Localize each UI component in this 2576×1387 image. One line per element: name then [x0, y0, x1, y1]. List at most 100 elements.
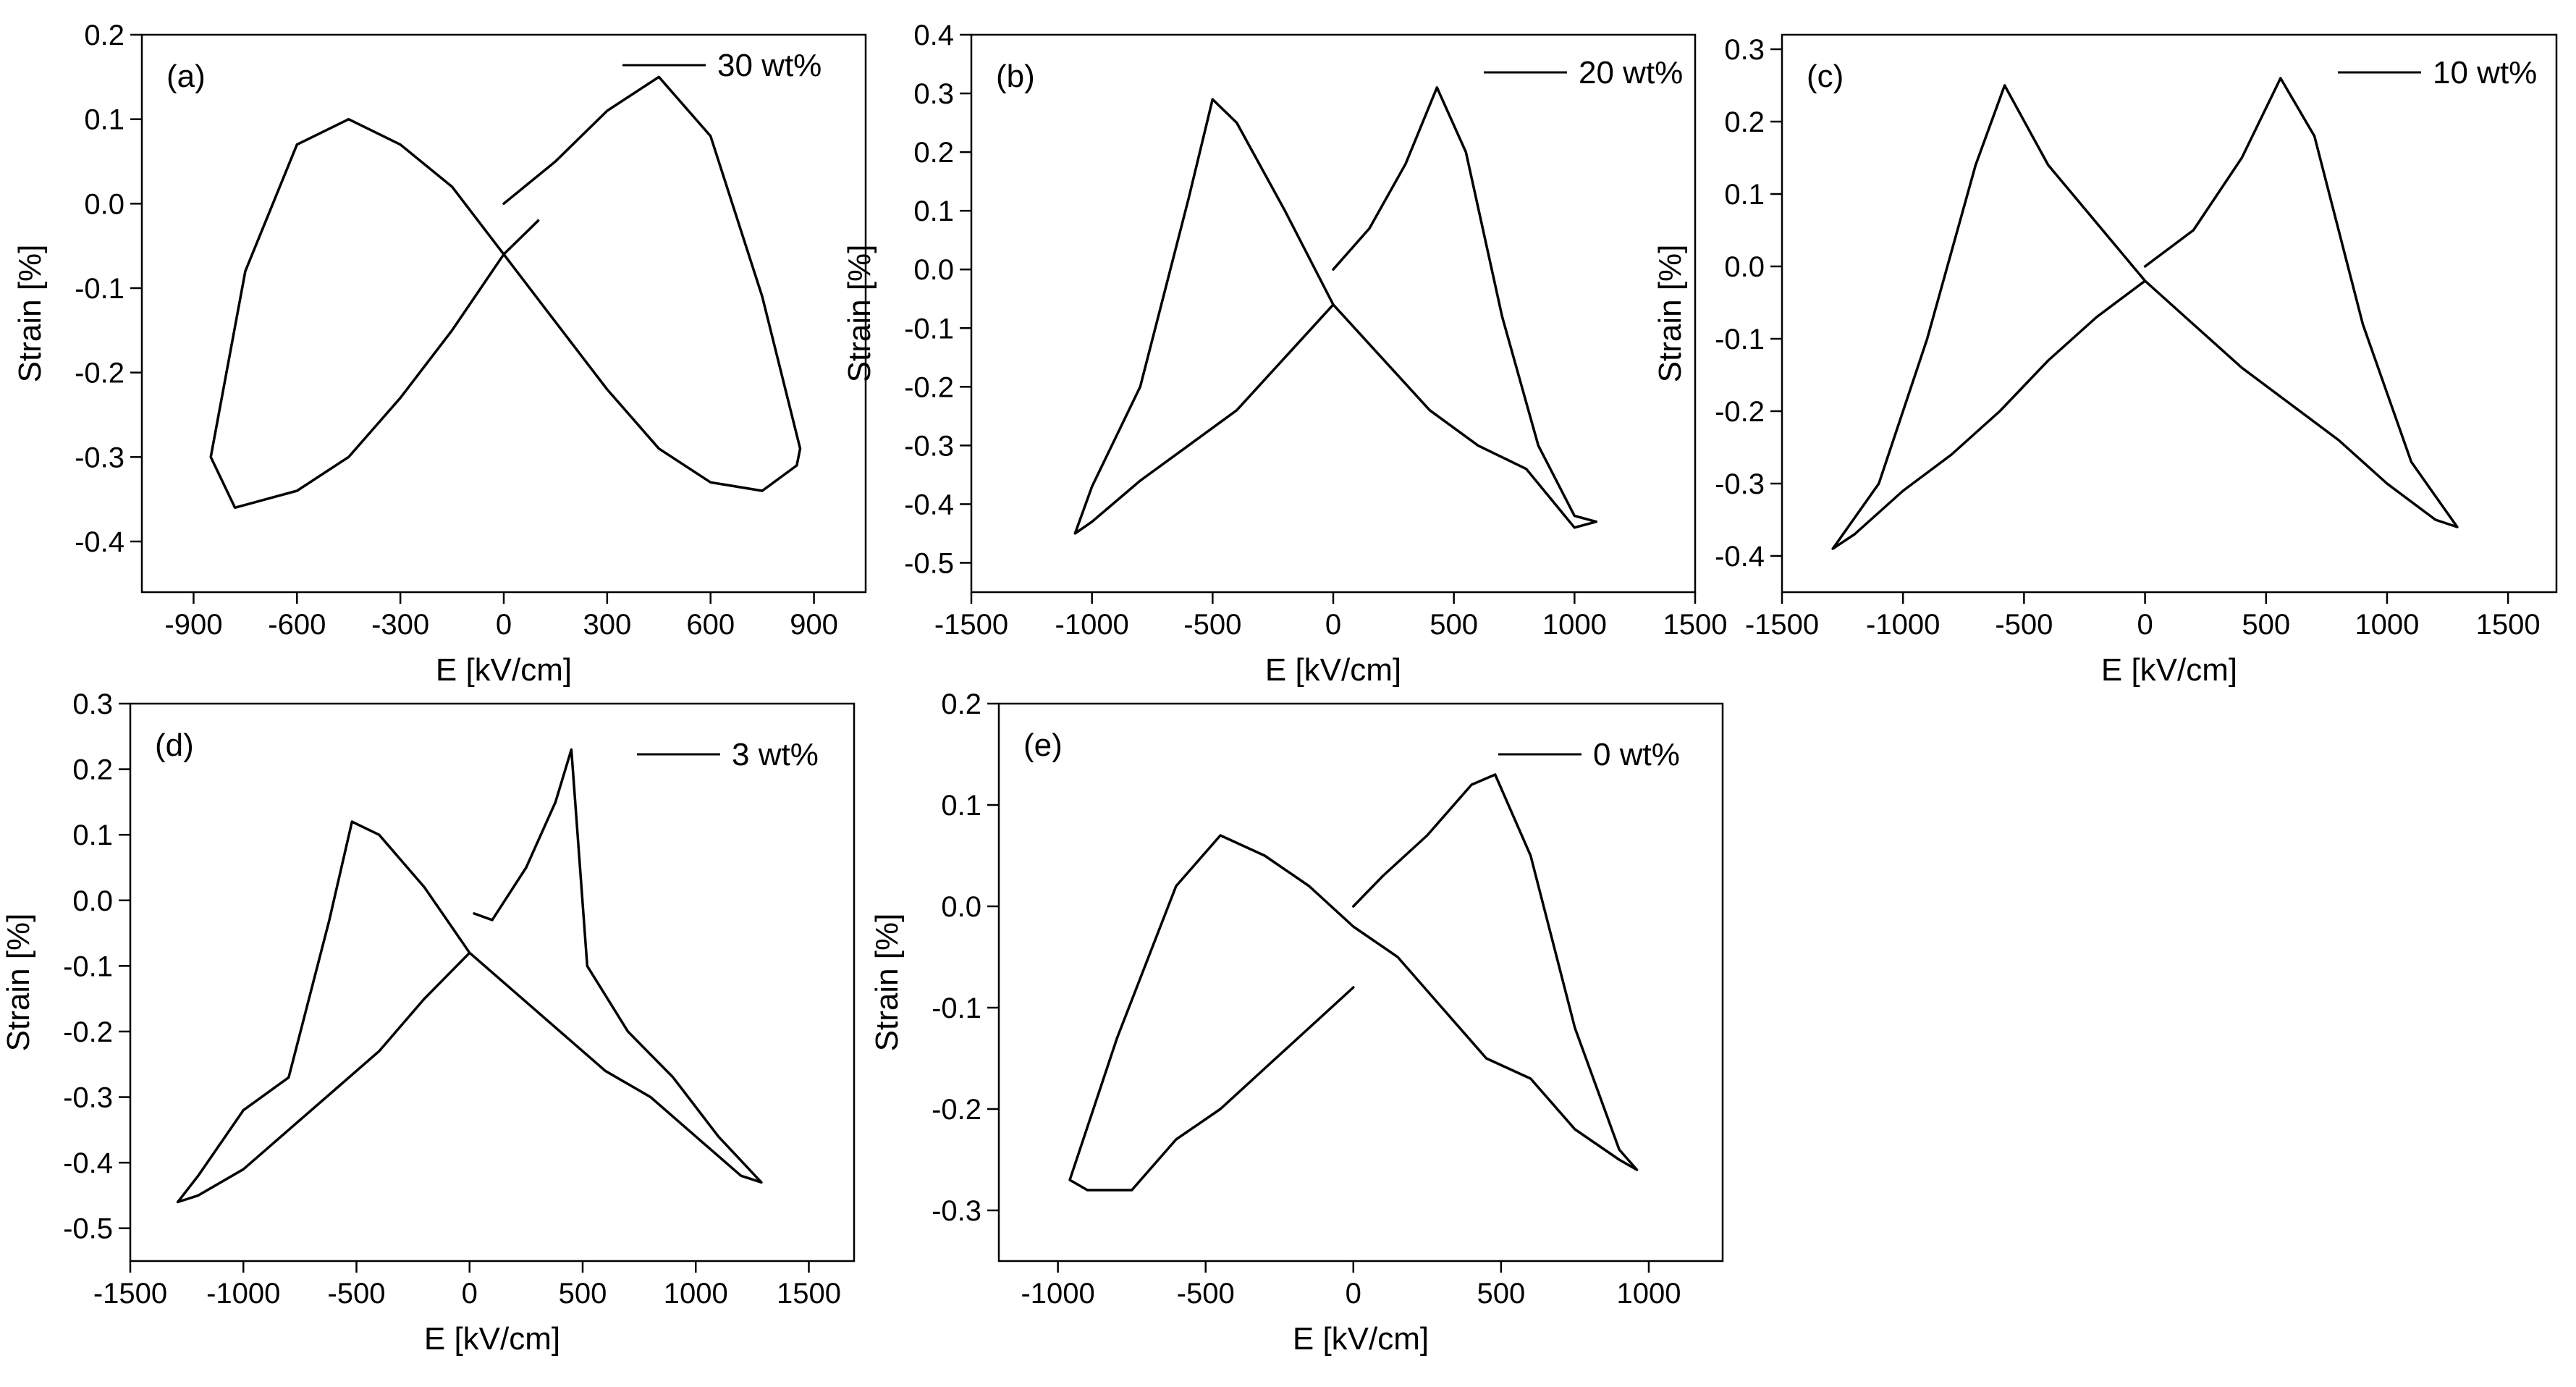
legend-text: 0 wt%	[1593, 737, 1680, 772]
x-tick-label: -300	[371, 609, 429, 641]
y-tick-label: 0.3	[1724, 34, 1765, 66]
x-tick-label: 1500	[1663, 609, 1728, 641]
x-tick-label: -600	[268, 609, 326, 641]
x-axis-label: E [kV/cm]	[1293, 1321, 1429, 1357]
x-tick-label: 1500	[777, 1278, 841, 1310]
y-tick-label: 0.2	[72, 754, 113, 786]
y-tick-label: -0.3	[63, 1082, 113, 1114]
y-tick-label: 0.2	[1724, 106, 1765, 138]
x-axis-label: E [kV/cm]	[2101, 652, 2237, 688]
y-axis-label: Strain [%]	[12, 245, 48, 383]
x-tick-label: -500	[327, 1278, 385, 1310]
y-tick-label: 0.0	[1724, 251, 1765, 283]
y-axis-label: Strain [%]	[1652, 245, 1688, 383]
panel-e: -1000 -500 0 500 1000 0.2 0.1 0.0 -0.1 -0.2 -0.3 E …	[869, 688, 1724, 1357]
y-tick-label: -0.2	[904, 371, 954, 403]
y-tick-label: 0.2	[941, 688, 981, 720]
x-tick-label: -1500	[93, 1278, 167, 1310]
x-tick-label: -1000	[1021, 1278, 1094, 1310]
x-tick-label: 1000	[1616, 1278, 1681, 1310]
x-tick-label: -1000	[206, 1278, 280, 1310]
x-tick-label: 1000	[1542, 609, 1607, 641]
panel-label: (e)	[1023, 728, 1063, 763]
x-tick-label: 0	[496, 609, 512, 641]
x-tick-label: -500	[1177, 1278, 1235, 1310]
x-tick-label: -500	[1183, 609, 1241, 641]
x-tick-label: 900	[790, 609, 838, 641]
y-tick-label: 0.1	[913, 195, 954, 227]
y-tick-label: -0.4	[63, 1147, 113, 1179]
x-tick-label: 500	[1477, 1278, 1526, 1310]
x-tick-label: 1500	[2476, 609, 2541, 641]
series-line-e	[1068, 773, 1639, 1192]
y-tick-label: -0.3	[1715, 468, 1765, 500]
y-axis-label: Strain [%]	[1, 914, 36, 1052]
y-tick-label: 0.1	[84, 104, 124, 136]
y-tick-label: 0.2	[84, 20, 124, 51]
x-tick-label: -1000	[1055, 609, 1129, 641]
series-line-d	[176, 748, 763, 1204]
panel-b: -1500 -1000 -500 0 500 1000 1500 0.4 0.3 0.2 0.1 0.…	[842, 20, 1727, 688]
x-axis-label: E [kV/cm]	[424, 1321, 560, 1357]
y-tick-label: 0.1	[72, 819, 113, 851]
y-tick-label: -0.1	[1715, 324, 1765, 355]
y-tick-label: -0.2	[932, 1094, 981, 1126]
series-line-c	[1831, 77, 2459, 550]
y-tick-label: 0.3	[913, 78, 954, 110]
panel-label: (b)	[996, 59, 1035, 94]
y-tick-label: 0.3	[72, 688, 113, 720]
y-tick-label: 0.1	[941, 790, 981, 822]
y-tick-label: -0.2	[1715, 396, 1765, 428]
x-tick-label: 300	[583, 609, 631, 641]
y-tick-label: -0.5	[63, 1213, 113, 1245]
panel-label: (a)	[166, 59, 206, 94]
x-tick-label: 600	[686, 609, 735, 641]
x-tick-label: -500	[1995, 609, 2053, 641]
x-tick-label: 500	[2242, 609, 2290, 641]
x-tick-label: -1500	[1745, 609, 1819, 641]
legend-text: 30 wt%	[717, 48, 822, 83]
y-tick-label: -0.3	[904, 430, 954, 462]
x-tick-label: -900	[164, 609, 222, 641]
y-tick-label: -0.1	[932, 992, 981, 1024]
y-tick-label: -0.4	[1715, 541, 1765, 573]
series-line-a	[209, 75, 802, 510]
y-tick-label: 0.4	[913, 20, 954, 51]
legend-text: 20 wt%	[1579, 55, 1683, 90]
y-tick-label: -0.5	[904, 547, 954, 579]
y-tick-label: 0.0	[913, 254, 954, 286]
y-tick-label: -0.4	[904, 489, 954, 520]
y-axis-label: Strain [%]	[869, 914, 905, 1052]
x-tick-label: 0	[1346, 1278, 1361, 1310]
y-tick-label: 0.0	[72, 885, 113, 917]
y-tick-label: -0.2	[63, 1016, 113, 1048]
plot-frame	[1781, 33, 2558, 594]
panel-label: (c)	[1807, 59, 1844, 94]
y-tick-label: 0.0	[941, 891, 981, 923]
x-tick-label: 500	[559, 1278, 607, 1310]
x-tick-label: -1500	[934, 609, 1008, 641]
x-axis-label: E [kV/cm]	[436, 652, 572, 688]
x-tick-label: 0	[2137, 609, 2153, 641]
panel-label: (d)	[155, 728, 194, 763]
panel-c: -1500 -1000 -500 0 500 1000 1500 0.3 0.2 0.1 0.0 -0…	[1652, 33, 2558, 688]
y-tick-label: -0.3	[932, 1195, 981, 1227]
y-tick-label: 0.1	[1724, 179, 1765, 211]
y-tick-label: 0.0	[84, 188, 124, 220]
panel-a: -900 -600 -300 0 300 600 900 0.2 0.1 0.0 -0.1 -0.2 -…	[12, 20, 867, 688]
x-axis-label: E [kV/cm]	[1265, 652, 1401, 688]
plot-frame	[997, 702, 1724, 1262]
y-tick-label: 0.2	[913, 137, 954, 169]
x-tick-label: 1000	[664, 1278, 728, 1310]
x-tick-label: -1000	[1866, 609, 1940, 641]
y-tick-label: -0.1	[904, 313, 954, 345]
x-tick-label: 500	[1430, 609, 1478, 641]
x-tick-label: 0	[1325, 609, 1341, 641]
y-tick-label: -0.3	[75, 442, 124, 473]
legend-text: 3 wt%	[732, 737, 819, 772]
plot-frame	[129, 702, 856, 1262]
y-tick-label: -0.1	[63, 950, 113, 982]
legend-text: 10 wt%	[2433, 55, 2537, 90]
y-axis-label: Strain [%]	[842, 245, 877, 383]
